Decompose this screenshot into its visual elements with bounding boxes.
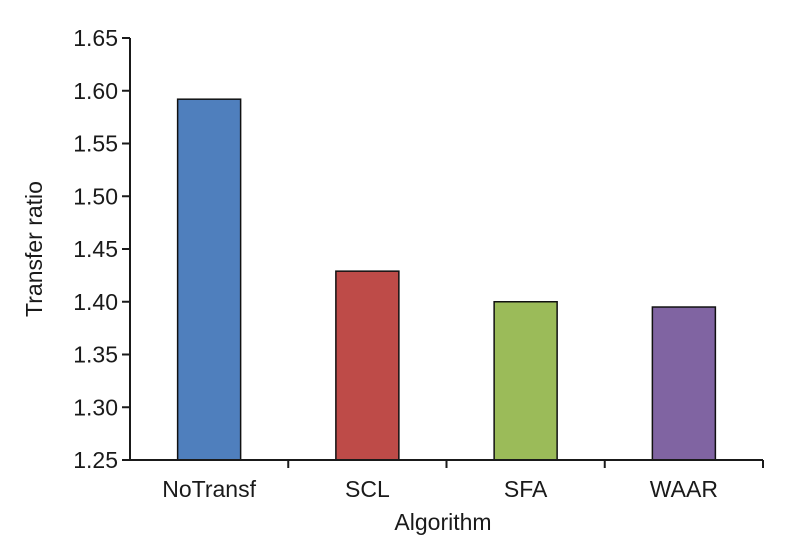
bars-layer xyxy=(176,98,717,461)
y-ticks: 1.25 1.30 1.35 1.40 1.45 1.50 1.55 1.60 1.65 xyxy=(73,25,130,473)
x-tick-label: NoTransf xyxy=(162,476,256,502)
bar-sfa xyxy=(493,301,558,461)
bar-scl xyxy=(335,270,400,461)
bar-waar xyxy=(651,306,717,461)
y-tick-label: 1.40 xyxy=(73,289,118,315)
y-tick-label: 1.60 xyxy=(73,78,118,104)
x-tick-label: SCL xyxy=(345,476,390,502)
x-tick-label: SFA xyxy=(504,476,548,502)
y-tick-label: 1.25 xyxy=(73,447,118,473)
y-tick-label: 1.55 xyxy=(73,131,118,157)
bar-notransf xyxy=(176,98,242,461)
y-tick-label: 1.30 xyxy=(73,394,118,420)
x-axis-title: Algorithm xyxy=(394,509,491,535)
x-tick-label: WAAR xyxy=(650,476,718,502)
y-tick-label: 1.65 xyxy=(73,25,118,51)
y-tick-label: 1.45 xyxy=(73,236,118,262)
y-axis-title: Transfer ratio xyxy=(21,181,47,317)
y-tick-label: 1.35 xyxy=(73,342,118,368)
y-tick-label: 1.50 xyxy=(73,183,118,209)
x-ticks: NoTransf SCL SFA WAAR xyxy=(162,460,764,502)
